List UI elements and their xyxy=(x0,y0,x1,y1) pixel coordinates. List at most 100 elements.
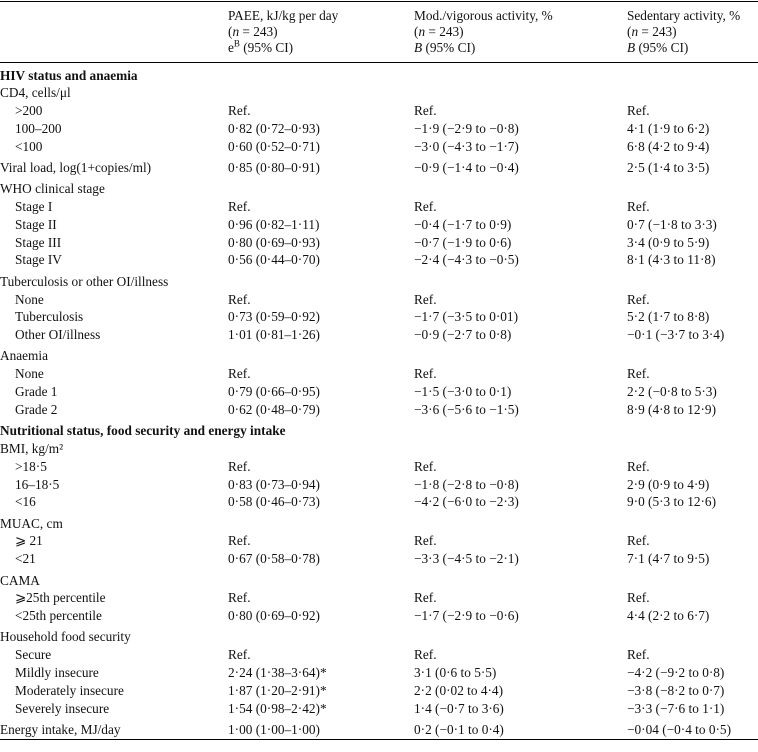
empty-cell xyxy=(627,419,758,440)
cell: Ref. xyxy=(414,199,437,215)
empty-cell xyxy=(228,568,414,589)
row-label: Stage II xyxy=(15,216,57,232)
header-text: n xyxy=(631,24,639,39)
empty-cell xyxy=(627,440,758,458)
cell: Ref. xyxy=(627,103,650,119)
header-line: B (95% CI) xyxy=(414,40,627,56)
cell: Ref. xyxy=(627,291,650,307)
cell: −1·7 (−2·9 to −0·6) xyxy=(414,608,519,624)
row-label: Tuberculosis xyxy=(15,309,84,325)
cell: 7·1 (4·7 to 9·5) xyxy=(627,551,710,567)
cell: −3·8 (−8·2 to 0·7) xyxy=(627,682,725,698)
cell: −0·4 (−1·7 to 0·9) xyxy=(414,216,512,232)
header-line: Sedentary activity, % xyxy=(627,8,758,24)
header-text: PAEE, kJ/kg per day xyxy=(228,8,339,23)
cell: 0·2 (−0·1 to 0·4) xyxy=(414,721,504,737)
header-text: (95% CI) xyxy=(635,40,689,55)
cell: −0·9 (−1·4 to −0·4) xyxy=(414,159,519,175)
empty-cell xyxy=(414,344,627,365)
row-label: ⩾25th percentile xyxy=(15,590,106,606)
group-row: Anaemia xyxy=(0,344,758,365)
group-row: Viral load, log(1+copies/ml) 0·85 (0·80–0… xyxy=(0,155,758,176)
item-row: <100 0·60 (0·52–0·71) −3·0 (−4·3 to −1·7) 6… xyxy=(0,138,758,156)
empty-cell xyxy=(228,177,414,198)
empty-cell xyxy=(228,63,414,85)
header-text: = 243) xyxy=(239,24,278,39)
cell: 1·54 (0·98–2·42)* xyxy=(228,700,327,716)
column-header: Sedentary activity, % (n = 243) B (95% CI) xyxy=(627,1,758,63)
row-label: CD4, cells/μl xyxy=(0,85,71,101)
row-label: Mildly insecure xyxy=(15,665,99,680)
cell: Ref. xyxy=(414,590,437,606)
cell: Ref. xyxy=(627,366,650,382)
header-text: ( xyxy=(228,24,233,39)
cell: 2·5 (1·4 to 3·5) xyxy=(627,159,710,175)
item-row: <21 0·67 (0·58–0·78) −3·3 (−4·5 to −2·1) 7·… xyxy=(0,550,758,568)
group-row: BMI, kg/m² xyxy=(0,440,758,458)
row-label: Secure xyxy=(15,647,52,663)
row-label: Anaemia xyxy=(0,348,48,364)
cell: 2·9 (0·9 to 4·9) xyxy=(627,476,710,492)
header-text: (95% CI) xyxy=(239,40,294,55)
header-line: (n = 243) xyxy=(627,24,758,40)
group-row: Tuberculosis or other OI/illness xyxy=(0,269,758,290)
cell: 0·80 (0·69–0·93) xyxy=(228,234,320,250)
header-line: (n = 243) xyxy=(414,24,627,40)
column-header: Mod./vigorous activity, % (n = 243) B (95%… xyxy=(414,1,627,63)
row-label: Viral load, log(1+copies/ml) xyxy=(0,159,152,175)
empty-cell xyxy=(228,625,414,646)
cell: −3·3 (−7·6 to 1·1) xyxy=(627,700,725,716)
cell: Ref. xyxy=(627,647,650,663)
cell: −3·3 (−4·5 to −2·1) xyxy=(414,551,519,567)
item-row: >200 Ref. Ref. Ref. xyxy=(0,102,758,120)
header-line: eB (95% CI) xyxy=(228,39,414,56)
header-line: B (95% CI) xyxy=(627,40,758,56)
item-row: Severely insecure 1·54 (0·98–2·42)* 1·4 (−… xyxy=(0,700,758,718)
item-row: Mildly insecure 2·24 (1·38–3·64)* 3·1 (0·6… xyxy=(0,664,758,682)
header-blank xyxy=(0,1,228,63)
cell: −0·7 (−1·9 to 0·6) xyxy=(414,234,512,250)
row-label: Moderately insecure xyxy=(15,682,124,698)
item-row: <16 0·58 (0·46–0·73) −4·2 (−6·0 to −2·3) 9·… xyxy=(0,493,758,511)
cell: 0·85 (0·80–0·91) xyxy=(228,159,320,175)
cell: 0·96 (0·82–1·11) xyxy=(228,216,320,232)
row-label: 16–18·5 xyxy=(15,476,60,492)
row-label: Grade 2 xyxy=(15,401,58,417)
cell: 0·60 (0·52–0·71) xyxy=(228,138,320,154)
cell: 0·80 (0·69–0·92) xyxy=(228,608,320,624)
row-label: Stage III xyxy=(15,234,62,250)
empty-cell xyxy=(627,269,758,290)
cell: Ref. xyxy=(228,458,251,474)
group-row: CAMA xyxy=(0,568,758,589)
header-text: ( xyxy=(414,24,419,39)
row-label: WHO clinical stage xyxy=(0,181,105,197)
cell: 4·4 (2·2 to 6·7) xyxy=(627,608,710,624)
empty-cell xyxy=(228,511,414,532)
cell: 0·82 (0·72–0·93) xyxy=(228,120,320,136)
cell: 1·4 (−0·7 to 3·6) xyxy=(414,700,504,716)
cell: Ref. xyxy=(627,458,650,474)
header-text: Sedentary activity, % xyxy=(627,8,741,23)
cell: 2·2 (−0·8 to 5·3) xyxy=(627,384,717,400)
cell: 0·73 (0·59–0·92) xyxy=(228,309,320,325)
cell: 0·56 (0·44–0·70) xyxy=(228,252,320,268)
item-row: Other OI/illness 1·01 (0·81–1·26) −0·9 (−2… xyxy=(0,326,758,344)
row-label: Nutritional status, food security and en… xyxy=(0,423,286,439)
cell: Ref. xyxy=(228,291,251,307)
cell: −1·7 (−3·5 to 0·01) xyxy=(414,309,518,325)
cell: 1·00 (1·00–1·00) xyxy=(228,721,320,737)
header-line: (n = 243) xyxy=(228,24,414,40)
cell: Ref. xyxy=(414,458,437,474)
cell: 9·0 (5·3 to 12·6) xyxy=(627,494,716,510)
cell: −0·1 (−3·7 to 3·4) xyxy=(627,327,725,343)
row-label: <100 xyxy=(15,138,43,154)
row-label: >200 xyxy=(15,103,43,119)
header-text: = 243) xyxy=(425,24,464,39)
header-text: n xyxy=(418,24,426,39)
header-text: ( xyxy=(627,24,632,39)
cell: 0·83 (0·73–0·94) xyxy=(228,476,320,492)
cell: −1·9 (−2·9 to −0·8) xyxy=(414,120,519,136)
header-text: e xyxy=(228,40,234,55)
row-label: BMI, kg/m² xyxy=(0,440,64,456)
table-body: HIV status and anaemia CD4, cells/μl >200 R… xyxy=(0,63,758,740)
